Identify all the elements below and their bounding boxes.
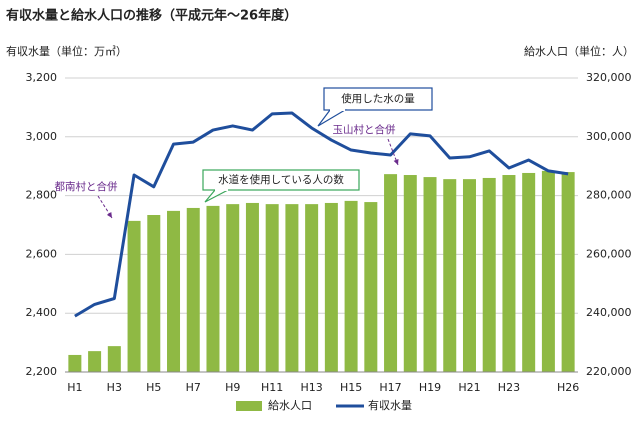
arrow-head [393,159,399,165]
x-tick-label: H3 [107,381,122,394]
bar [462,179,476,372]
y2-tick-label: 300,000 [586,130,632,143]
y-tick-label: 2,800 [26,189,58,202]
bar [88,351,102,372]
bar [305,204,319,372]
bar [265,204,279,372]
bar [285,204,299,372]
y2-axis-label: 給水人口（単位：人） [524,44,634,58]
y2-tick-label: 280,000 [586,189,632,202]
x-tick-label: H19 [419,381,441,394]
x-tick-label: H1 [67,381,82,394]
y-tick-label: 2,200 [26,365,58,378]
bar [443,179,457,372]
y-axis-label: 有収水量（単位：万㎥） [6,44,127,58]
bar [482,177,496,372]
bar [147,215,161,372]
bar [324,202,338,372]
x-tick-label: H23 [498,381,520,394]
y2-tick-label: 220,000 [586,365,632,378]
bar [344,200,358,372]
bar [245,202,259,372]
x-tick-label: H21 [458,381,480,394]
arrow-head [106,212,112,218]
y-tick-label: 2,400 [26,306,58,319]
bar [502,175,516,372]
callout-box [323,87,433,111]
bar [206,205,220,372]
y-tick-label: 2,600 [26,247,58,260]
x-tick-label: H15 [340,381,362,394]
y-tick-label: 3,000 [26,130,58,143]
legend-label: 給水人口 [268,398,312,412]
legend-label: 有収水量 [368,398,412,412]
callout-box [202,169,360,191]
legend-swatch [236,401,262,411]
bar [226,204,240,372]
bar [68,354,82,372]
y-tick-label: 3,200 [26,71,58,84]
bar [522,172,536,372]
y2-tick-label: 260,000 [586,247,632,260]
bar [541,170,555,372]
bar [403,175,417,372]
annotation: 使用した水の量 [341,92,415,105]
bar [423,177,437,372]
annotation: 水道を使用している人の数 [218,173,344,186]
x-tick-label: H26 [557,381,579,394]
bar [384,174,398,372]
bar [186,207,200,372]
chart-title: 有収水量と給水人口の推移（平成元年～26年度） [6,8,297,24]
bar [364,202,378,372]
x-tick-label: H11 [261,381,283,394]
bar [127,220,141,372]
x-tick-label: H13 [300,381,322,394]
y2-tick-label: 320,000 [586,71,632,84]
bar [107,346,121,372]
x-tick-label: H9 [225,381,240,394]
line [74,111,569,318]
bar [561,172,575,372]
y2-tick-label: 240,000 [586,306,632,319]
x-tick-label: H7 [186,381,201,394]
bar [167,210,181,372]
annotation: 玉山村と合併 [333,123,396,136]
x-tick-label: H17 [379,381,401,394]
x-tick-label: H5 [146,381,161,394]
annotation: 都南村と合併 [55,180,118,193]
